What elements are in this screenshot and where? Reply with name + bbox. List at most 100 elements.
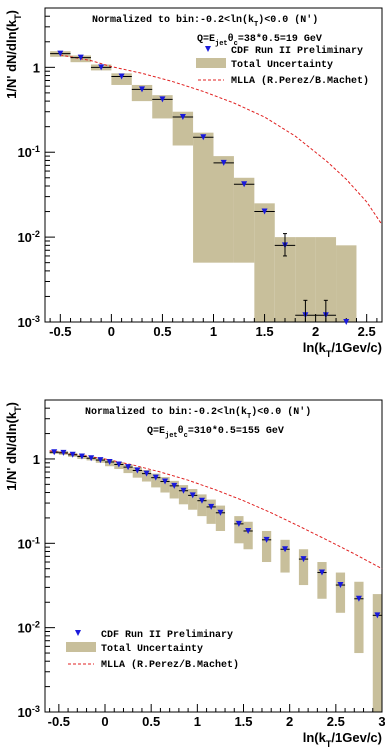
y-tick-label-part: 10 xyxy=(17,621,31,636)
band-rect xyxy=(152,95,173,119)
y-tick-label: 10-2 xyxy=(17,620,40,636)
data-point xyxy=(318,569,325,576)
data-point xyxy=(162,478,169,485)
data-point xyxy=(134,467,141,474)
legend-swatch-band xyxy=(66,642,96,652)
y-axis-title-part: T xyxy=(13,14,23,20)
band-rect xyxy=(317,562,327,599)
x-tick-label-part: 1.5 xyxy=(256,324,274,339)
x-tick-label-part: 1.5 xyxy=(234,714,252,729)
legend: CDF Run II Preliminary Total Uncertainty M… xyxy=(66,629,239,671)
y-tick-label-part: 10 xyxy=(17,145,31,160)
scale-annotation-part: θ xyxy=(228,33,234,45)
data-point xyxy=(179,113,186,120)
data-point xyxy=(143,470,150,477)
data-point xyxy=(152,474,159,481)
scale-annotation-part: Q=E xyxy=(147,426,165,437)
band-rect xyxy=(160,477,170,493)
y-tick-label-part: -3 xyxy=(32,704,40,714)
scale-annotation-part: jet xyxy=(165,432,178,440)
x-tick-label: -0.5 xyxy=(49,324,71,339)
band-rect xyxy=(213,156,234,263)
scale-annotation-part: Q=E xyxy=(197,34,215,45)
band-rect xyxy=(234,516,244,544)
x-tick-label: 1.5 xyxy=(234,714,252,729)
legend-label-band-part: Total Uncertainty xyxy=(231,59,333,71)
data-point xyxy=(78,453,85,460)
legend-label-band: Total Uncertainty xyxy=(101,643,203,655)
x-tick-label: 0 xyxy=(101,714,108,729)
y-tick-label: 10-3 xyxy=(17,314,40,330)
data-point xyxy=(118,73,125,80)
band-rect xyxy=(261,530,272,563)
y-axis-title: 1/N' dN/dln(kT) xyxy=(4,10,23,99)
y-axis-title-part: ) xyxy=(4,402,19,406)
data-point xyxy=(57,50,64,57)
legend: CDF Run II Preliminary Total Uncertainty M… xyxy=(196,45,369,87)
y-tick-label: 1 xyxy=(33,452,40,467)
band-rect xyxy=(178,485,189,505)
x-tick-label: 0.5 xyxy=(153,324,171,339)
x-tick-label-part: -0.5 xyxy=(48,714,70,729)
x-tick-label-part: 1 xyxy=(194,714,201,729)
x-tick-label: 2 xyxy=(286,714,293,729)
normalization-annotation-part: T xyxy=(254,21,258,29)
normalization-annotation-part: )<0.0 (N') xyxy=(251,406,311,418)
y-tick-label-part: -1 xyxy=(32,535,40,545)
scale-annotation-part: θ xyxy=(178,425,184,437)
data-point xyxy=(217,509,224,516)
x-axis-title-part: ln(k xyxy=(303,730,327,745)
y-axis: 10-310-210-11 xyxy=(17,399,55,720)
x-axis-title-part: T xyxy=(326,349,332,359)
y-axis-title: 1/N' dN/dln(kT) xyxy=(4,402,23,491)
data-point xyxy=(69,451,76,458)
data-series xyxy=(49,449,382,619)
y-axis-title-part: 1/N' dN/dln(k xyxy=(4,411,19,491)
scale-annotation-part: =38*0.5=19 GeV xyxy=(238,33,322,45)
band-rect xyxy=(254,203,275,322)
y-tick-label: 10-2 xyxy=(17,229,40,245)
legend-marker-data xyxy=(75,630,81,636)
data-point xyxy=(60,449,67,456)
band-rect xyxy=(336,245,357,322)
y-tick-label-part: 1 xyxy=(33,60,40,75)
band-rect xyxy=(243,521,253,550)
theory-curve xyxy=(49,450,383,570)
band-rect xyxy=(233,177,255,263)
band-rect xyxy=(274,237,296,322)
x-tick-label: 0 xyxy=(108,324,115,339)
legend-label-data-part: CDF Run II Preliminary xyxy=(101,629,233,641)
x-tick-label-part: 2 xyxy=(312,324,319,339)
theory-curve xyxy=(60,54,383,225)
x-axis-title-part: /1Gev/c) xyxy=(331,340,382,355)
y-tick-label-part: 10 xyxy=(17,705,31,720)
x-tick-label: 3 xyxy=(378,714,385,729)
scale-annotation-part: c xyxy=(184,432,188,440)
x-axis-title-part: /1Gev/c) xyxy=(331,730,382,745)
legend-label-theory-part: MLLA (R.Perez/B.Machet) xyxy=(231,75,369,87)
data-point xyxy=(245,527,252,534)
normalization-annotation: Normalized to bin:-0.2<ln(kT)<0.0 (N') xyxy=(92,14,318,29)
band-rect xyxy=(172,111,194,146)
uncertainty-band xyxy=(50,51,357,322)
y-tick-label-part: 10 xyxy=(17,315,31,330)
data-series xyxy=(50,50,350,325)
data-point xyxy=(115,461,122,468)
data-point xyxy=(343,319,350,325)
data-point xyxy=(208,503,215,510)
data-point xyxy=(235,520,242,527)
data-point xyxy=(98,64,105,71)
data-point xyxy=(263,536,270,543)
x-tick-label-part: 0.5 xyxy=(153,324,171,339)
scale-annotation-part: jet xyxy=(215,40,228,48)
x-tick-label-part: 0 xyxy=(101,714,108,729)
data-point xyxy=(77,54,84,61)
x-tick-label-part: 2.5 xyxy=(327,714,345,729)
y-tick-label-part: 10 xyxy=(17,536,31,551)
chart-2: -0.5 0 0.5 1 1.5 2 2.5 310-310-210-11Normalized… xyxy=(4,399,385,749)
data-point xyxy=(261,208,268,215)
band-rect xyxy=(215,505,226,531)
x-tick-label: 1 xyxy=(194,714,201,729)
data-point xyxy=(88,455,95,462)
data-point xyxy=(125,464,132,471)
